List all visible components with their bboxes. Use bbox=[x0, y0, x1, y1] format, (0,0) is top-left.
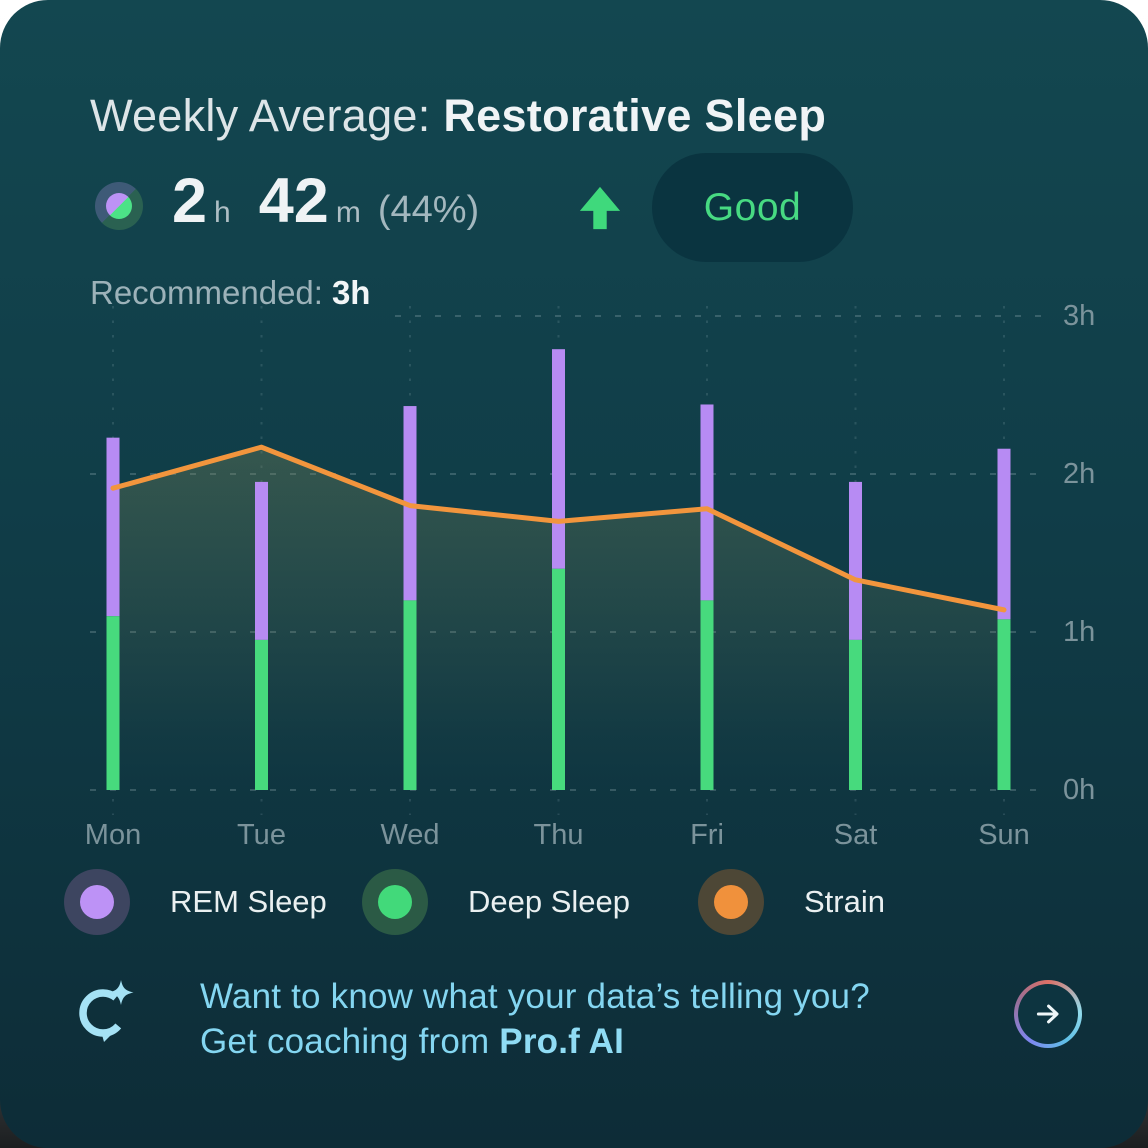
deep-sleep-swatch bbox=[362, 869, 428, 935]
y-tick-0h: 0h bbox=[1063, 774, 1096, 806]
rem-sleep-bar-mon bbox=[106, 437, 120, 617]
hours-value: 2 bbox=[172, 166, 208, 236]
rem-sleep-bar-sat bbox=[849, 481, 862, 640]
y-tick-3h: 3h bbox=[1063, 300, 1096, 332]
y-tick-1h: 1h bbox=[1063, 616, 1096, 648]
coaching-prompt: Want to know what your data’s telling yo… bbox=[200, 974, 870, 1064]
brand-name: Pro.f AI bbox=[499, 1022, 625, 1061]
coaching-prompt-line1: Want to know what your data’s telling yo… bbox=[200, 977, 870, 1016]
page-title-emphasis: Restorative Sleep bbox=[443, 90, 827, 141]
ai-refresh-sparkle-icon bbox=[79, 980, 134, 1042]
legend-item-strain: Strain bbox=[698, 869, 885, 935]
hours-unit: h bbox=[214, 196, 231, 229]
trend-up-icon bbox=[579, 186, 621, 230]
legend-item-rem-sleep: REM Sleep bbox=[64, 869, 327, 935]
deep-sleep-bar-sat bbox=[849, 639, 862, 790]
day-label-thu: Thu bbox=[533, 819, 584, 851]
deep-sleep-bar-sun bbox=[997, 619, 1011, 790]
rem-sleep-bar-tue bbox=[255, 481, 268, 640]
recommended-value: 3h bbox=[331, 274, 371, 311]
day-label-tue: Tue bbox=[237, 819, 286, 851]
deep-sleep-bar-mon bbox=[106, 616, 120, 790]
recommended-line: Recommended: 3h bbox=[90, 274, 370, 312]
rem-sleep-bar-sun bbox=[997, 448, 1011, 620]
rem-sleep-bar-thu bbox=[552, 349, 565, 569]
rem-sleep-swatch bbox=[64, 869, 130, 935]
legend-label: Deep Sleep bbox=[468, 884, 631, 919]
y-tick-2h: 2h bbox=[1063, 458, 1096, 490]
deep-sleep-bar-tue bbox=[255, 639, 268, 790]
day-label-mon: Mon bbox=[84, 819, 142, 851]
day-label-sun: Sun bbox=[978, 819, 1030, 851]
minutes-unit: m bbox=[335, 196, 361, 229]
sleep-ring-core bbox=[106, 193, 132, 219]
recommended-label: Recommended: bbox=[90, 274, 323, 311]
coaching-prompt-line2: Get coaching from Pro.f AI bbox=[200, 1022, 625, 1061]
weekly-average-value: 2 h 42 m (44%) bbox=[172, 165, 479, 237]
page-title: Weekly Average: Restorative Sleep bbox=[90, 90, 826, 142]
rem-sleep-bar-fri bbox=[700, 404, 714, 601]
legend-label: Strain bbox=[804, 884, 885, 919]
deep-sleep-bar-wed bbox=[403, 600, 417, 790]
sleep-ring-icon bbox=[95, 182, 143, 230]
day-label-fri: Fri bbox=[690, 819, 724, 851]
percent-value: (44%) bbox=[377, 189, 480, 231]
day-label-wed: Wed bbox=[380, 819, 440, 851]
sleep-chart: 0h 1h 2h 3h Mon Tue Wed Thu Fri Sat Sun bbox=[85, 300, 1145, 865]
legend-label: REM Sleep bbox=[170, 884, 327, 919]
deep-sleep-bar-thu bbox=[552, 568, 565, 790]
legend-item-deep-sleep: Deep Sleep bbox=[362, 869, 630, 935]
minutes-value: 42 bbox=[258, 166, 329, 236]
status-badge: Good bbox=[652, 153, 853, 262]
deep-sleep-bar-fri bbox=[700, 600, 714, 790]
strain-line bbox=[110, 444, 1007, 613]
arrow-right-icon bbox=[1036, 1004, 1059, 1024]
strain-swatch bbox=[698, 869, 764, 935]
day-label-sat: Sat bbox=[833, 819, 878, 851]
page-title-prefix: Weekly Average: bbox=[90, 90, 444, 141]
get-coaching-button[interactable] bbox=[1014, 980, 1082, 1048]
chart-canvas bbox=[90, 306, 1045, 815]
